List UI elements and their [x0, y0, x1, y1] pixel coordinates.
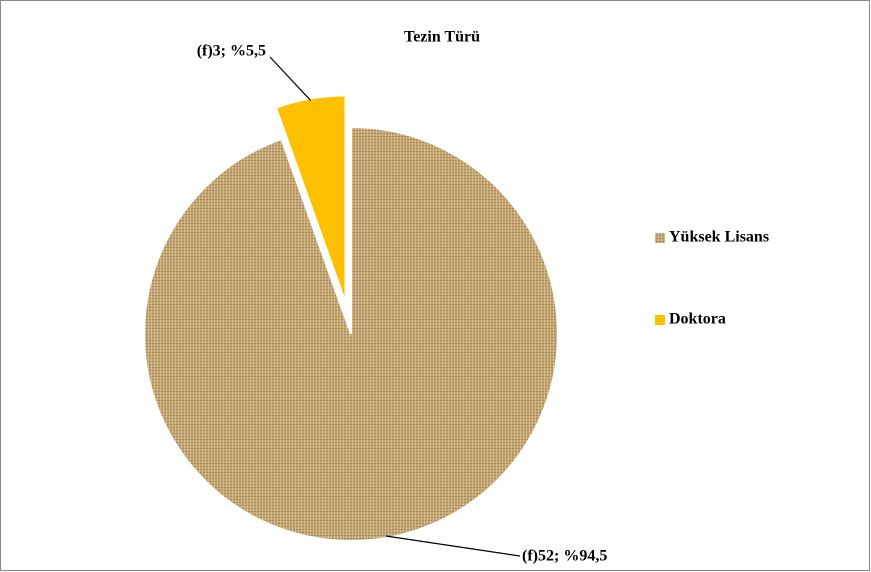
- legend-marker: [655, 315, 665, 325]
- pie-slice: [274, 94, 347, 303]
- data-label: (f)3; %5,5: [197, 43, 266, 60]
- legend-label: Doktora: [669, 311, 726, 328]
- data-label: (f)52; %94,5: [522, 548, 607, 565]
- pie-slice: [143, 125, 559, 542]
- chart-title: Tezin Türü: [404, 29, 480, 46]
- leader-line: [385, 535, 521, 557]
- legend-marker: [655, 233, 665, 243]
- legend-label: Yüksek Lisans: [669, 229, 769, 246]
- leader-line: [269, 56, 312, 101]
